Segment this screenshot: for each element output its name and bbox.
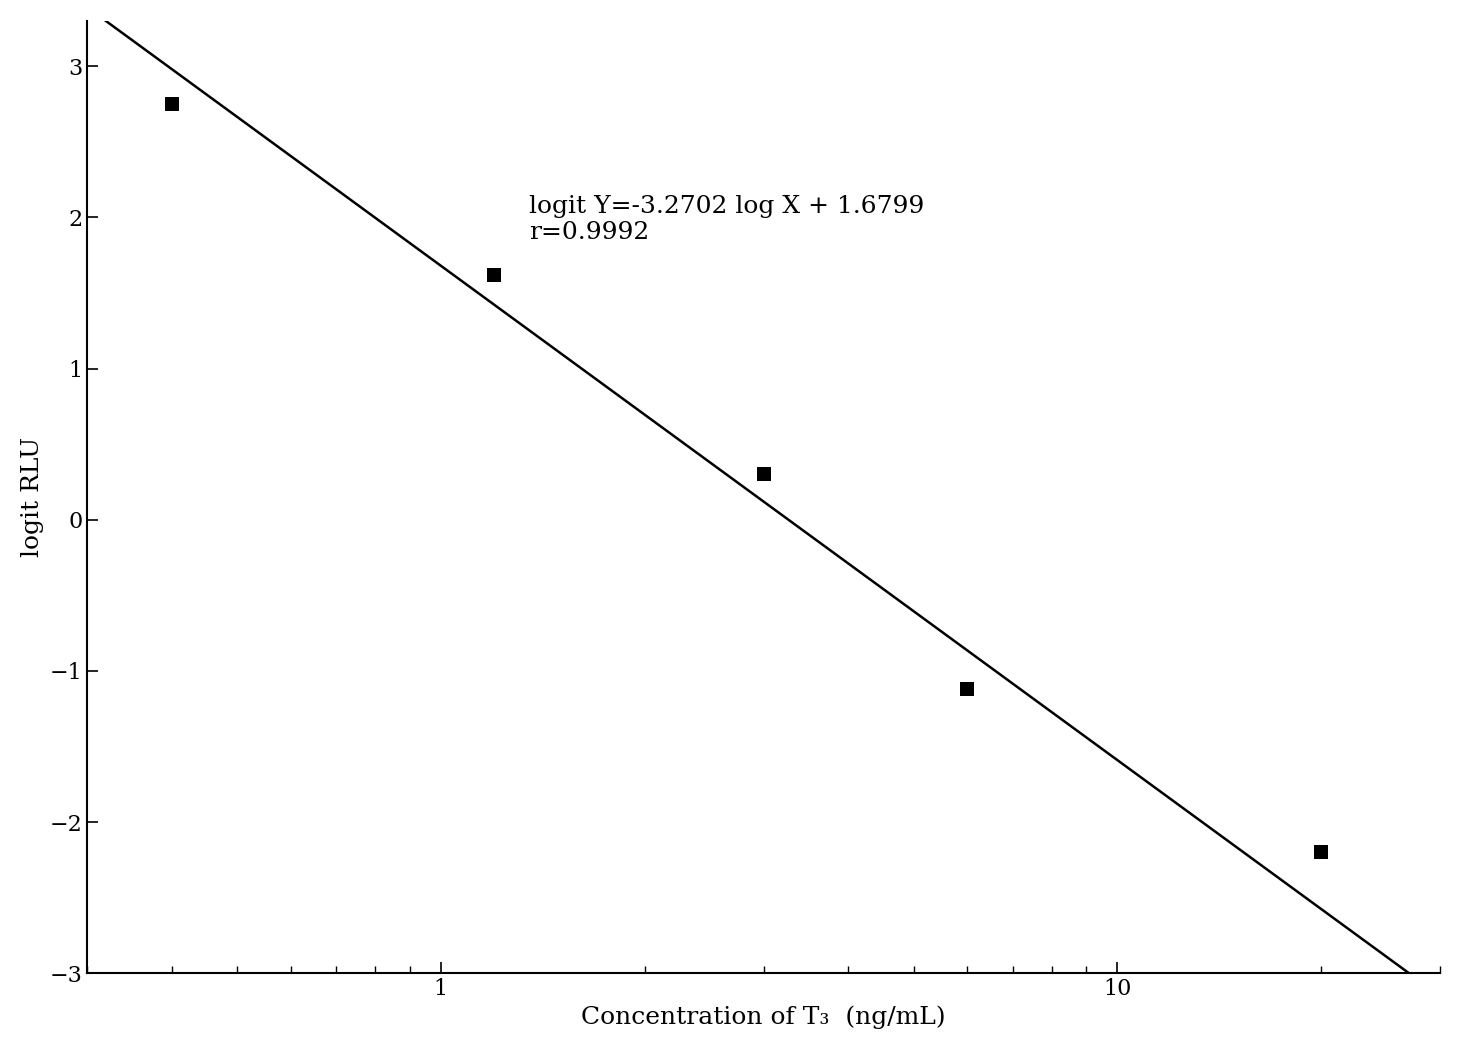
- Point: [482, 267, 506, 284]
- Point: [1309, 844, 1332, 861]
- Y-axis label: logit RLU: logit RLU: [20, 437, 44, 558]
- X-axis label: Concentration of T₃  (ng/mL): Concentration of T₃ (ng/mL): [581, 1006, 945, 1029]
- Point: [159, 96, 183, 112]
- Point: [955, 680, 979, 697]
- Text: logit Y=-3.2702 log X + 1.6799
r=0.9992: logit Y=-3.2702 log X + 1.6799 r=0.9992: [529, 194, 925, 245]
- Point: [752, 466, 776, 483]
